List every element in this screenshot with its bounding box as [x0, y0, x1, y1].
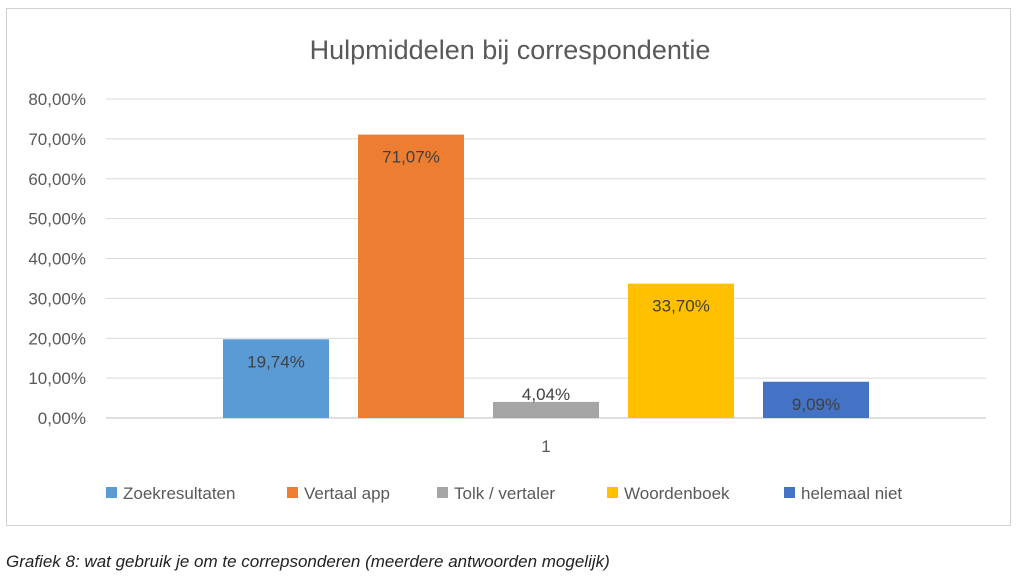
y-tick-label: 40,00%: [28, 250, 86, 269]
legend-swatch-zoekresultaten: [106, 487, 117, 498]
y-tick-label: 30,00%: [28, 289, 86, 308]
legend-swatch-helemaal-niet: [784, 487, 795, 498]
bar-vertaal-app: [358, 134, 464, 418]
legend-label-tolk-vertaler: Tolk / vertaler: [454, 484, 555, 503]
y-tick-label: 10,00%: [28, 369, 86, 388]
legend-label-zoekresultaten: Zoekresultaten: [123, 484, 235, 503]
chart-title: Hulpmiddelen bij correspondentie: [310, 35, 711, 65]
bar-zoekresultaten: [223, 339, 329, 418]
y-tick-label: 80,00%: [28, 90, 86, 109]
x-category-label: 1: [541, 437, 550, 456]
legend-label-vertaal-app: Vertaal app: [304, 484, 390, 503]
legend-swatch-tolk-vertaler: [437, 487, 448, 498]
legend-swatch-vertaal-app: [287, 487, 298, 498]
data-label-tolk-vertaler: 4,04%: [522, 385, 570, 404]
legend-label-woordenboek: Woordenboek: [624, 484, 730, 503]
y-tick-label: 50,00%: [28, 210, 86, 229]
bar-helemaal-niet: [763, 381, 869, 418]
bar-tolk-vertaler: [493, 401, 599, 418]
data-label-woordenboek: 33,70%: [652, 297, 710, 316]
data-label-zoekresultaten: 19,74%: [247, 352, 305, 371]
bar-chart: Hulpmiddelen bij correspondentie 0,00% 10,…: [28, 35, 986, 503]
data-label-vertaal-app: 71,07%: [382, 148, 440, 167]
legend-label-helemaal-niet: helemaal niet: [801, 484, 902, 503]
y-tick-label: 70,00%: [28, 130, 86, 149]
figure-caption: Grafiek 8: wat gebruik je om te correpso…: [6, 552, 610, 571]
y-tick-label: 0,00%: [38, 409, 86, 428]
bar-woordenboek: [628, 283, 734, 418]
data-label-helemaal-niet: 9,09%: [792, 395, 840, 414]
chart-frame: Hulpmiddelen bij correspondentie 0,00% 10,…: [6, 8, 1011, 526]
y-tick-label: 20,00%: [28, 329, 86, 348]
y-tick-label: 60,00%: [28, 170, 86, 189]
legend-swatch-woordenboek: [607, 487, 618, 498]
